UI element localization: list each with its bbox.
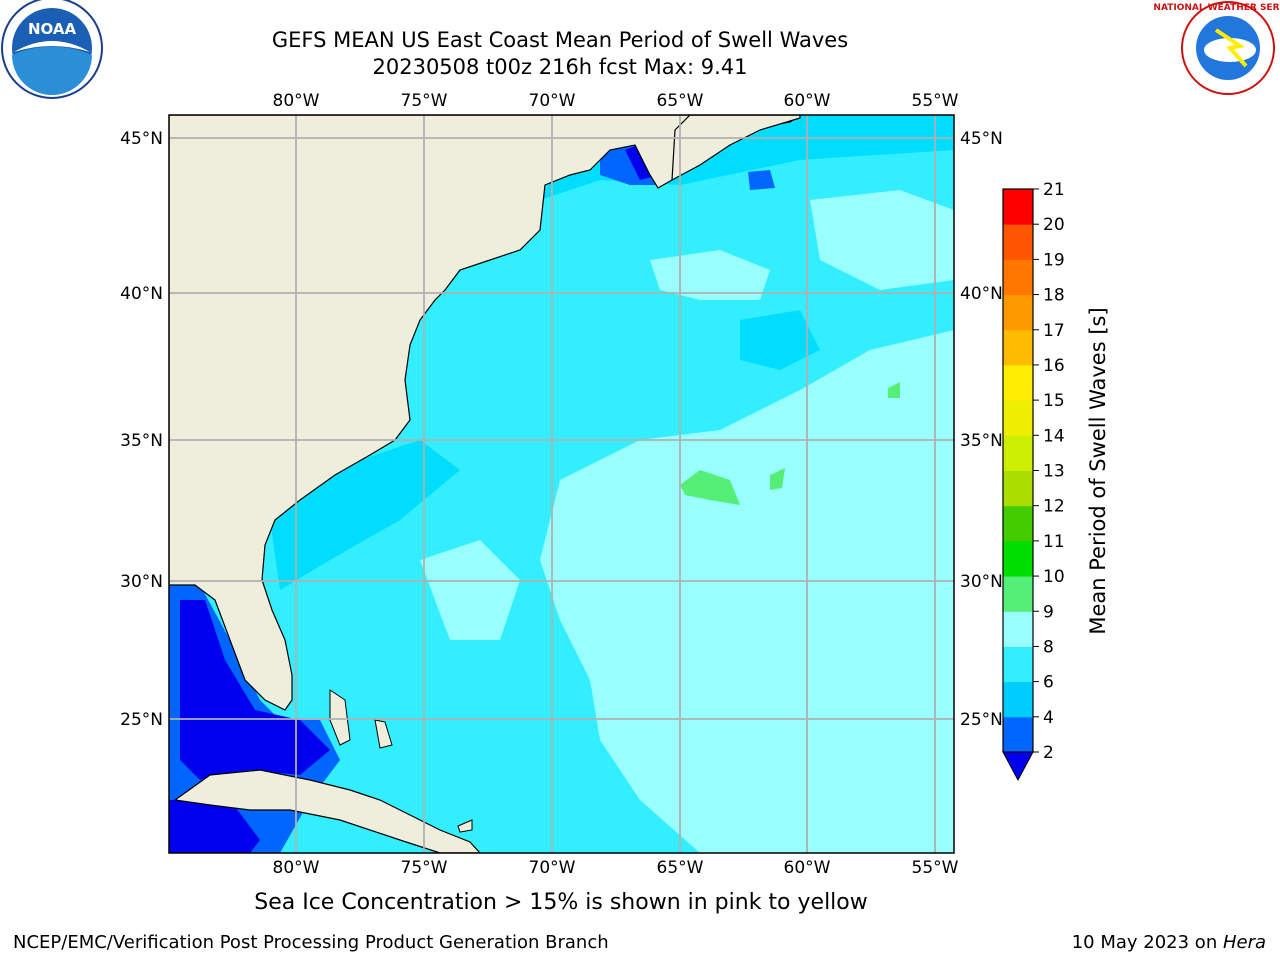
map-panel: 80°W 75°W 70°W 65°W 60°W 55°W 80°W 75°W …: [120, 91, 1003, 878]
lon-tick-top: 55°W: [912, 91, 959, 111]
lon-tick-top: 65°W: [657, 91, 704, 111]
lon-tick-bottom: 75°W: [401, 858, 448, 878]
swell-region-under-2s: [169, 800, 260, 853]
lon-tick-top: 80°W: [273, 91, 320, 111]
land-north-america: [169, 115, 802, 711]
colorbar-label: Mean Period of Swell Waves [s]: [1086, 307, 1110, 634]
swell-patch-8-9s: [420, 540, 520, 640]
sea-ice-note: Sea Ice Concentration > 15% is shown in …: [254, 890, 868, 915]
colorbar-bin: [1003, 540, 1033, 577]
lon-tick-top: 75°W: [401, 91, 448, 111]
swell-patch-8-9s: [810, 190, 954, 290]
lat-tick-left: 35°N: [120, 431, 163, 451]
colorbar-bin: [1003, 400, 1033, 436]
colorbar-tick-label: 19: [1043, 250, 1065, 270]
noaa-logo-text: NOAA: [28, 20, 77, 38]
swell-patch-4-6s: [270, 440, 460, 590]
colorbar-bin: [1003, 189, 1033, 225]
colorbar-tick-label: 9: [1043, 602, 1054, 622]
colorbar-tick-label: 12: [1043, 497, 1065, 517]
date-text: 10 May 2023 on: [1071, 932, 1223, 953]
land-cuba: [173, 769, 481, 853]
land-island: [457, 819, 473, 833]
noaa-logo: NOAA: [1, 0, 103, 99]
lon-tick-top: 60°W: [784, 91, 831, 111]
lat-tick-right: 30°N: [960, 572, 1003, 592]
lon-tick-bottom: 70°W: [529, 858, 576, 878]
colorbar-bin: [1003, 716, 1033, 753]
colorbar-under-arrow: [1002, 751, 1034, 782]
date-stamp: 10 May 2023 on Hera: [1072, 932, 1266, 953]
colorbar-tick-label: 15: [1043, 391, 1065, 411]
lat-tick-right: 35°N: [960, 431, 1003, 451]
colorbar-bin: [1003, 294, 1033, 331]
colorbar-tick-label: 21: [1043, 180, 1065, 200]
colorbar-tick-label: 14: [1043, 426, 1065, 446]
lon-tick-bottom: 65°W: [657, 858, 704, 878]
colorbar-bin: [1003, 364, 1033, 401]
lat-tick-right: 25°N: [960, 710, 1003, 730]
colorbar-tick-label: 20: [1043, 215, 1065, 235]
land-bahamas: [374, 719, 393, 749]
colorbar-bin: [1003, 681, 1033, 718]
colorbar-tick-label: 16: [1043, 356, 1065, 376]
lon-tick-bottom: 55°W: [912, 858, 959, 878]
land-bahamas: [329, 689, 351, 746]
colorbar-bin: [1003, 505, 1033, 542]
colorbar-bin: [1003, 435, 1033, 471]
colorbar-bin: [1003, 576, 1033, 612]
swell-patch-9-10s: [888, 382, 900, 398]
lat-tick-left: 25°N: [120, 710, 163, 730]
colorbar-tick-label: 18: [1043, 286, 1065, 306]
lat-tick-left: 30°N: [120, 572, 163, 592]
swell-patch-4-6s: [740, 310, 820, 370]
nws-logo: NATIONAL WEATHER SERVICE: [1153, 1, 1280, 95]
credit-line: NCEP/EMC/Verification Post Processing Pr…: [13, 932, 609, 953]
map-subtitle: 20230508 t00z 216h fcst Max: 9.41: [372, 55, 748, 79]
lat-tick-left: 45°N: [120, 129, 163, 149]
swell-region-under-2s: [180, 600, 330, 780]
colorbar-bin: [1003, 470, 1033, 507]
colorbar-bin: [1003, 646, 1033, 683]
swell-patch-2-4s: [748, 170, 775, 190]
map-title: GEFS MEAN US East Coast Mean Period of S…: [271, 28, 849, 52]
graticule: [169, 115, 954, 853]
lat-tick-right: 45°N: [960, 129, 1003, 149]
machine-name: Hera: [1222, 932, 1266, 953]
colorbar-tick-label: 17: [1043, 321, 1065, 341]
colorbar-tick-label: 4: [1043, 708, 1054, 728]
swell-patch-9-10s: [770, 468, 785, 490]
colorbar-tick-label: 6: [1043, 673, 1054, 693]
colorbar-bin: [1003, 259, 1033, 296]
lat-tick-left: 40°N: [120, 284, 163, 304]
swell-patch-9-10s: [680, 470, 740, 505]
colorbar-tick-label: 13: [1043, 462, 1065, 482]
colorbar-bin: [1003, 329, 1033, 366]
colorbar: 2 4 6 8 9 10 11 12 13 14 15 16 17 18 19 20 21: [1002, 180, 1065, 782]
lon-tick-bottom: 60°W: [784, 858, 831, 878]
colorbar-tick-label: 11: [1043, 532, 1065, 552]
colorbar-tick-label: 2: [1043, 743, 1054, 763]
map-frame: [168, 114, 955, 854]
lon-tick-top: 70°W: [529, 91, 576, 111]
colorbar-bin: [1003, 611, 1033, 647]
colorbar-tick-label: 10: [1043, 567, 1065, 587]
lat-tick-right: 40°N: [960, 284, 1003, 304]
colorbar-bin: [1003, 224, 1033, 260]
nws-logo-text: NATIONAL WEATHER SERVICE: [1153, 3, 1280, 13]
swell-region-8-9s: [540, 330, 954, 853]
lon-tick-bottom: 80°W: [273, 858, 320, 878]
colorbar-tick-label: 8: [1043, 637, 1054, 657]
